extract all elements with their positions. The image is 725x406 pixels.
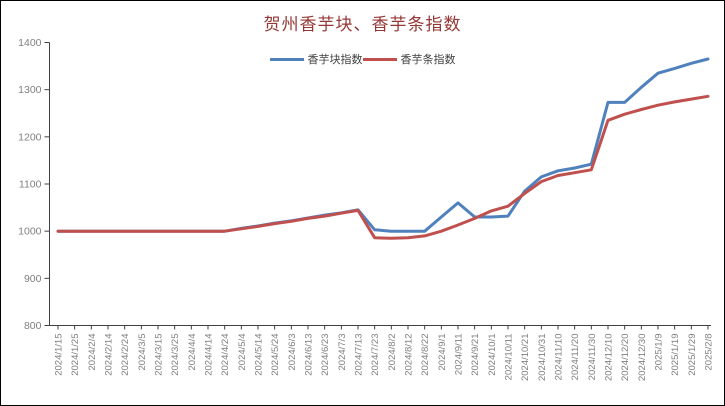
legend-line-marker-blue: [269, 57, 304, 61]
y-axis-label: 1100: [19, 179, 42, 191]
chart-legend: 香芋块指数 香芋条指数: [1, 51, 724, 67]
x-axis-label: 2024/8/22: [420, 334, 431, 376]
x-axis-label: 2024/3/5: [137, 334, 148, 371]
x-axis-label: 2024/8/2: [387, 334, 398, 371]
x-axis-label: 2024/10/1: [487, 334, 498, 376]
x-axis-label: 2024/2/14: [104, 334, 115, 376]
x-axis-label: 2024/4/24: [220, 334, 231, 376]
x-axis-label: 2024/8/12: [404, 334, 415, 376]
x-axis-label: 2024/6/3: [287, 334, 298, 371]
x-axis-label: 2025/1/19: [670, 334, 681, 376]
x-axis-label: 2024/2/24: [120, 334, 131, 376]
x-axis-label: 2024/7/13: [354, 334, 365, 376]
x-axis-label: 2024/7/3: [337, 334, 348, 371]
x-axis-label: 2024/7/23: [370, 334, 381, 376]
x-axis-label: 2024/6/13: [304, 334, 315, 376]
x-axis-label: 2024/3/15: [154, 334, 165, 376]
x-axis-label: 2024/5/24: [270, 334, 281, 376]
legend-item-taro-chunk: 香芋块指数: [269, 51, 363, 67]
x-axis-label: 2024/11/10: [554, 334, 565, 381]
series-line-0: [56, 57, 710, 233]
x-axis-label: 2024/10/11: [504, 334, 515, 381]
x-axis-label: 2024/4/4: [187, 334, 198, 371]
legend-item-taro-strip: 香芋条指数: [362, 51, 456, 67]
x-axis-label: 2024/4/14: [204, 334, 215, 376]
series-line-1: [56, 94, 710, 240]
x-axis-label: 2024/1/15: [54, 334, 65, 376]
y-axis-label: 1200: [18, 131, 42, 143]
x-axis-label: 2025/1/29: [687, 334, 698, 376]
legend-label: 香芋条指数: [400, 54, 456, 66]
x-axis-label: 2024/9/1: [437, 334, 448, 371]
legend-label: 香芋块指数: [307, 54, 363, 66]
x-axis-label: 2024/2/4: [87, 334, 98, 371]
y-axis-label: 1400: [18, 37, 42, 49]
x-axis-label: 2024/5/14: [254, 334, 265, 376]
x-axis-label: 2024/10/21: [520, 334, 531, 382]
legend-line-marker-red: [362, 57, 397, 61]
x-axis-label: 2024/12/20: [620, 334, 631, 382]
x-axis-label: 2024/10/31: [537, 334, 548, 382]
y-axis-label: 800: [24, 320, 42, 332]
y-axis-label: 900: [24, 273, 42, 285]
x-axis-label: 2024/11/30: [587, 334, 598, 381]
x-axis-label: 2024/11/20: [570, 334, 581, 381]
x-axis-label: 2024/12/30: [637, 334, 648, 382]
x-axis-label: 2024/9/21: [470, 334, 481, 376]
x-axis-label: 2024/9/11: [454, 334, 465, 376]
y-axis-label: 1000: [18, 226, 42, 238]
chart-title: 贺州香芋块、香芋条指数: [263, 15, 462, 34]
x-axis-label: 2025/1/9: [654, 334, 665, 371]
x-axis-label: 2024/3/25: [170, 334, 181, 376]
y-axis-label: 1300: [18, 84, 42, 96]
x-axis-label: 2024/12/10: [604, 334, 615, 382]
x-axis-label: 2024/5/4: [237, 334, 248, 371]
x-axis-label: 2024/6/23: [320, 334, 331, 376]
x-axis-label: 2025/2/8: [704, 334, 715, 371]
x-axis-label: 2024/1/25: [70, 334, 81, 376]
